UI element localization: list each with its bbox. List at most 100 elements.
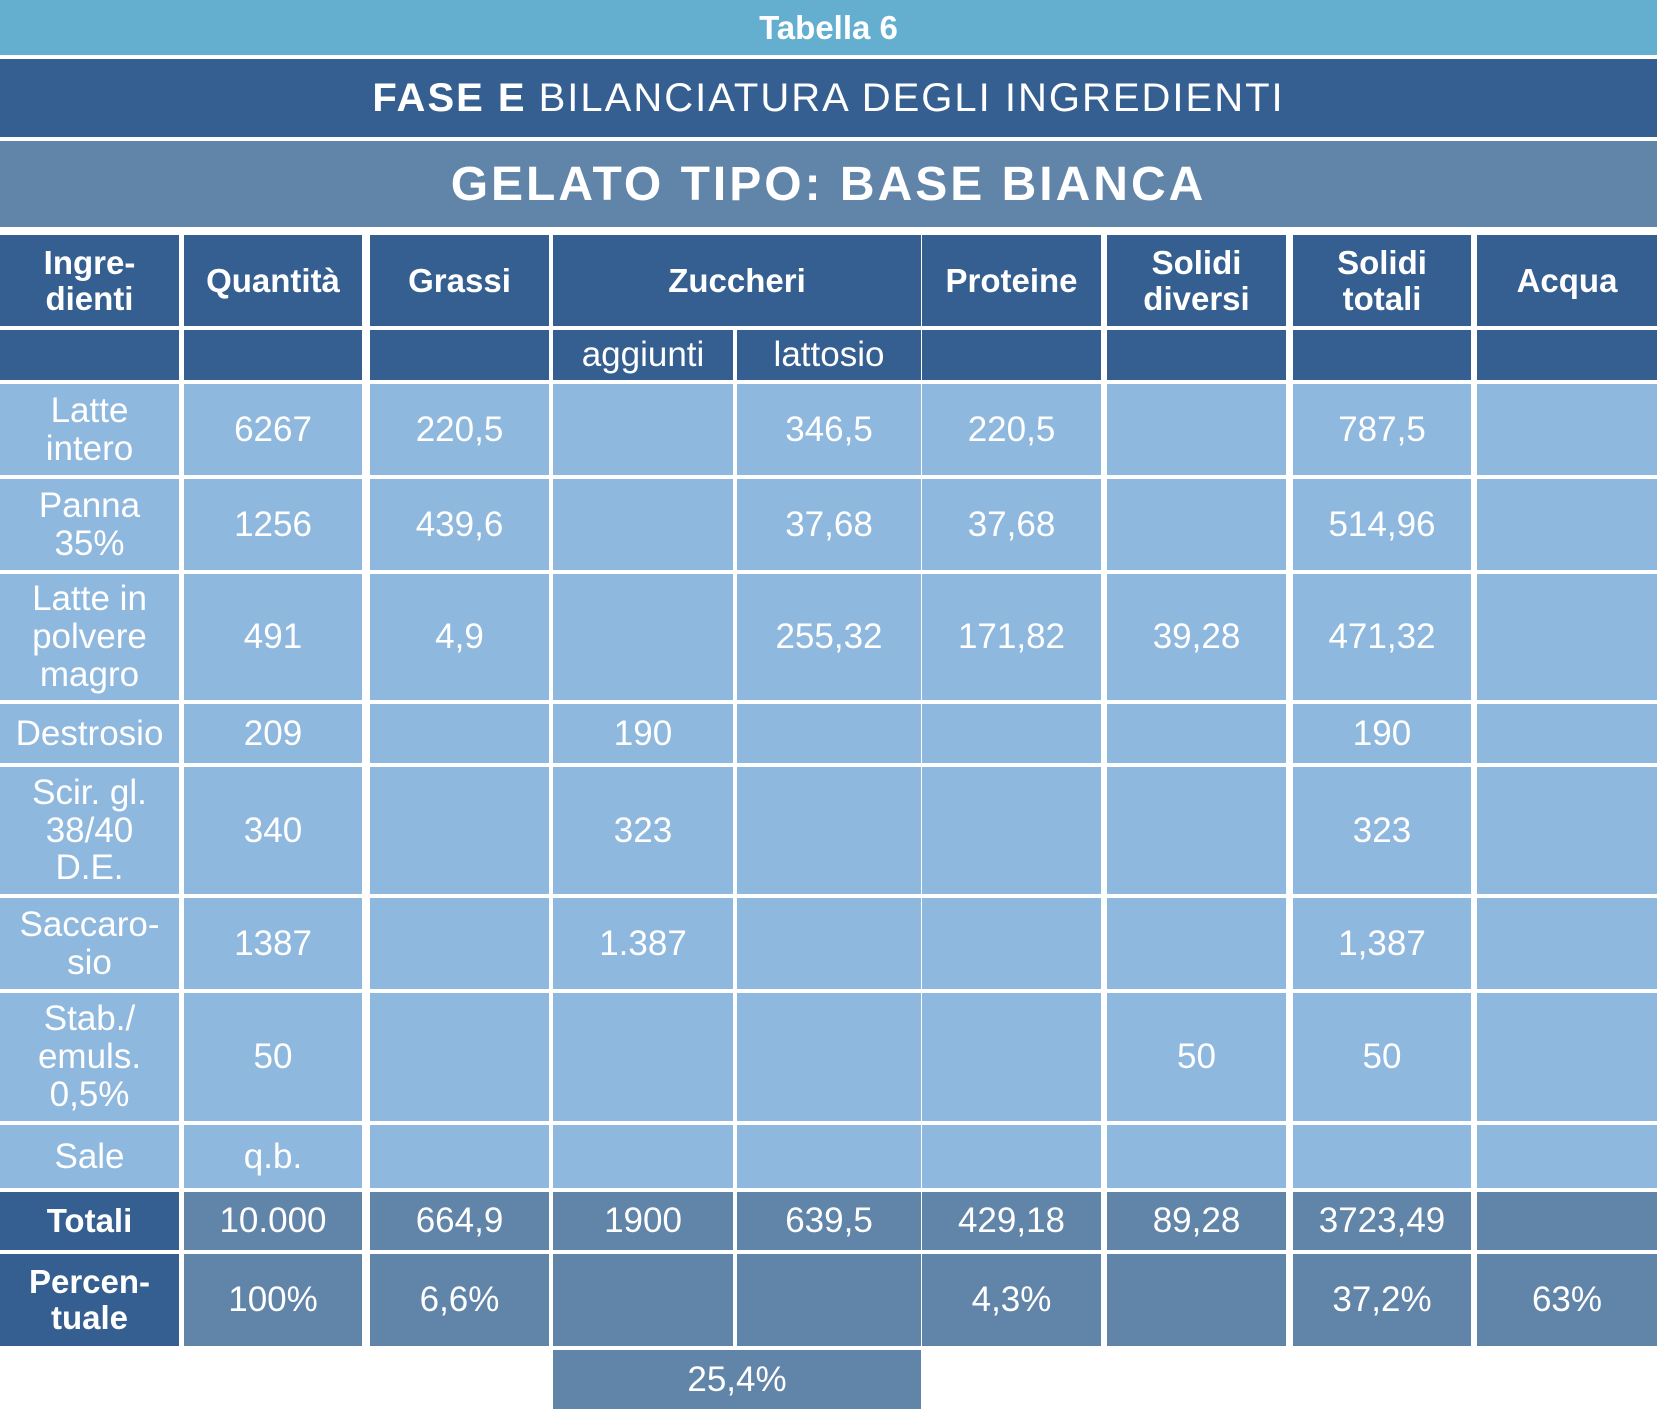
table-cell: 514,96 xyxy=(1293,479,1471,570)
table-cell-text: 255,32 xyxy=(775,617,883,657)
header-cell-text: Acqua xyxy=(1516,261,1618,299)
table-cell-text: 4,9 xyxy=(435,617,484,657)
table-cell xyxy=(1477,1125,1657,1188)
header-cell: Zuccheri xyxy=(553,235,921,326)
table-cell: 255,32 xyxy=(737,574,921,700)
percentage-cell: 4,3% xyxy=(922,1254,1101,1346)
header-cell-text: Ingre-dienti xyxy=(43,243,136,317)
table-cell: 6267 xyxy=(184,384,362,475)
subheader-empty xyxy=(922,330,1101,380)
percentage-label: Percen-tuale xyxy=(0,1254,179,1346)
totals-label-text: Totali xyxy=(46,1202,133,1240)
table-cell-text: 50 xyxy=(1362,1037,1402,1077)
totals-cell-text: 429,18 xyxy=(957,1201,1066,1241)
table-cell xyxy=(737,993,921,1121)
header-cell-text: Grassi xyxy=(408,261,511,299)
ingredient-name-text: Latte in polvere magro xyxy=(32,579,147,694)
table-cell-text: 37,68 xyxy=(785,504,873,544)
header-cell-text: Solidi diversi xyxy=(1143,243,1250,317)
table-cell xyxy=(737,704,921,763)
percentage-cell xyxy=(737,1254,921,1346)
header-cell-text: Proteine xyxy=(945,261,1078,299)
table-cell-text: 50 xyxy=(253,1037,293,1077)
subheader-aggiunti: aggiunti xyxy=(553,330,733,380)
header-cell: Proteine xyxy=(922,235,1101,326)
title-bold: FASE E xyxy=(372,75,527,120)
table-cell xyxy=(922,898,1101,989)
percentage-cell: 100% xyxy=(184,1254,362,1346)
subheader-lattosio: lattosio xyxy=(737,330,921,380)
totals-cell-text: 89,28 xyxy=(1152,1201,1241,1241)
subheader-empty xyxy=(184,330,362,380)
table-cell: 50 xyxy=(184,993,362,1121)
table-cell xyxy=(1477,898,1657,989)
header-cell-text: Solidi totali xyxy=(1337,243,1427,317)
table-cell: 220,5 xyxy=(370,384,549,475)
table-cell-text: 220,5 xyxy=(967,409,1056,449)
table-cell-text: 514,96 xyxy=(1328,504,1436,544)
table-cell xyxy=(737,1125,921,1188)
table-cell-text: 209 xyxy=(243,713,303,753)
table-cell xyxy=(553,384,733,475)
table-cell-text: 39,28 xyxy=(1152,617,1241,657)
header-cell: Solidi totali xyxy=(1293,235,1471,326)
title-rest: BILANCIATURA DEGLI INGREDIENTI xyxy=(538,75,1285,120)
table-cell xyxy=(370,1125,549,1188)
table-cell: 471,32 xyxy=(1293,574,1471,700)
totals-cell-text: 1900 xyxy=(604,1201,682,1241)
ingredient-name: Scir. gl. 38/40 D.E. xyxy=(0,767,179,894)
ingredient-name-text: Panna 35% xyxy=(38,485,141,563)
percentage-cell-text: 6,6% xyxy=(419,1280,500,1320)
ingredient-name: Stab./emuls. 0,5% xyxy=(0,993,179,1121)
totals-cell: 639,5 xyxy=(737,1192,921,1250)
table-cell-text: q.b. xyxy=(243,1136,303,1176)
totals-cell-text: 639,5 xyxy=(785,1201,873,1241)
subheader-empty xyxy=(1477,330,1657,380)
table-cell-text: 346,5 xyxy=(785,409,873,449)
table-cell xyxy=(1477,384,1657,475)
table-cell: 37,68 xyxy=(737,479,921,570)
table-cell xyxy=(1477,767,1657,894)
table-cell xyxy=(1107,479,1286,570)
subheader-empty xyxy=(0,330,179,380)
totals-cell-text: 664,9 xyxy=(415,1201,504,1241)
sugar-percentage-text: 25,4% xyxy=(687,1359,787,1399)
table-cell xyxy=(1477,574,1657,700)
percentage-cell-text: 4,3% xyxy=(971,1280,1052,1320)
sugar-percentage: 25,4% xyxy=(553,1350,921,1409)
table-cell xyxy=(922,1125,1101,1188)
table-cell: 190 xyxy=(553,704,733,763)
ingredient-name: Sale xyxy=(0,1125,179,1188)
percentage-cell: 37,2% xyxy=(1293,1254,1471,1346)
table-cell xyxy=(922,704,1101,763)
ingredient-name-text: Stab./emuls. 0,5% xyxy=(37,999,142,1114)
percentage-cell-text: 100% xyxy=(228,1280,318,1320)
subheader-lattosio-text: lattosio xyxy=(773,335,885,375)
table-cell-text: 1256 xyxy=(234,504,312,544)
table-cell: 346,5 xyxy=(737,384,921,475)
table-cell-text: 1387 xyxy=(234,923,312,963)
table-cell xyxy=(1477,704,1657,763)
totals-cell: 89,28 xyxy=(1107,1192,1286,1250)
totals-label: Totali xyxy=(0,1192,179,1250)
table-cell xyxy=(737,898,921,989)
table-cell-text: 787,5 xyxy=(1338,409,1426,449)
totals-cell-text: 3723,49 xyxy=(1318,1201,1446,1241)
ingredient-name: Latte intero xyxy=(0,384,179,475)
header-cell: Grassi xyxy=(370,235,549,326)
table-cell: 39,28 xyxy=(1107,574,1286,700)
ingredient-name: Saccaro-sio xyxy=(0,898,179,989)
ingredient-name-text: Scir. gl. 38/40 D.E. xyxy=(32,772,147,888)
table-title: FASE E BILANCIATURA DEGLI INGREDIENTI xyxy=(0,59,1657,137)
ingredient-name-text: Sale xyxy=(54,1136,125,1176)
totals-cell: 3723,49 xyxy=(1293,1192,1471,1250)
totals-cell: 429,18 xyxy=(922,1192,1101,1250)
table-cell-text: 323 xyxy=(613,810,673,850)
table-cell xyxy=(553,1125,733,1188)
table-cell xyxy=(370,898,549,989)
subheader-aggiunti-text: aggiunti xyxy=(581,335,705,375)
table-cell xyxy=(553,574,733,700)
table-cell: q.b. xyxy=(184,1125,362,1188)
table-cell xyxy=(1293,1125,1471,1188)
table-cell-text: 37,68 xyxy=(967,504,1056,544)
